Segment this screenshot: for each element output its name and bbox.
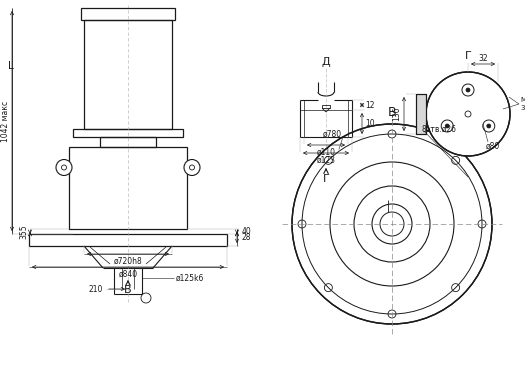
Circle shape [56, 160, 72, 176]
Text: M12x22: M12x22 [520, 97, 525, 103]
Text: Д: Д [322, 57, 330, 67]
Text: ø123: ø123 [317, 156, 335, 165]
Text: ø80: ø80 [486, 142, 500, 151]
Bar [100, 137, 156, 147]
Text: ø780: ø780 [323, 129, 342, 138]
Text: 210: 210 [89, 285, 103, 294]
Text: ø720h8: ø720h8 [113, 256, 142, 265]
Circle shape [292, 124, 492, 324]
Circle shape [445, 124, 449, 128]
Bar [81, 8, 175, 20]
Bar [29, 234, 227, 246]
Text: 3отв.: 3отв. [520, 105, 525, 111]
Bar [416, 94, 426, 134]
Text: 1042 макс: 1042 макс [2, 100, 10, 142]
Text: ø110: ø110 [317, 147, 335, 156]
Text: 8отв.ø26: 8отв.ø26 [422, 125, 457, 134]
Text: ø840: ø840 [119, 270, 138, 278]
Circle shape [466, 88, 470, 92]
Bar [416, 94, 426, 134]
Text: 10: 10 [365, 119, 375, 128]
Text: Г: Г [465, 51, 471, 61]
Circle shape [184, 160, 200, 176]
Text: 12: 12 [365, 100, 375, 109]
Circle shape [465, 111, 471, 117]
Text: 40: 40 [241, 227, 251, 236]
Bar [69, 147, 187, 229]
Text: В: В [124, 285, 132, 295]
Bar [84, 20, 172, 129]
Text: 28: 28 [242, 233, 251, 242]
Text: Г: Г [323, 174, 329, 184]
Text: 355: 355 [19, 224, 28, 239]
Text: 136: 136 [393, 107, 402, 121]
Text: L: L [8, 61, 14, 71]
Text: В: В [387, 105, 396, 118]
Bar [73, 129, 183, 137]
Text: 32: 32 [478, 53, 488, 62]
Bar [322, 105, 330, 108]
Circle shape [487, 124, 491, 128]
Circle shape [426, 72, 510, 156]
Text: ø125k6: ø125k6 [176, 274, 204, 283]
